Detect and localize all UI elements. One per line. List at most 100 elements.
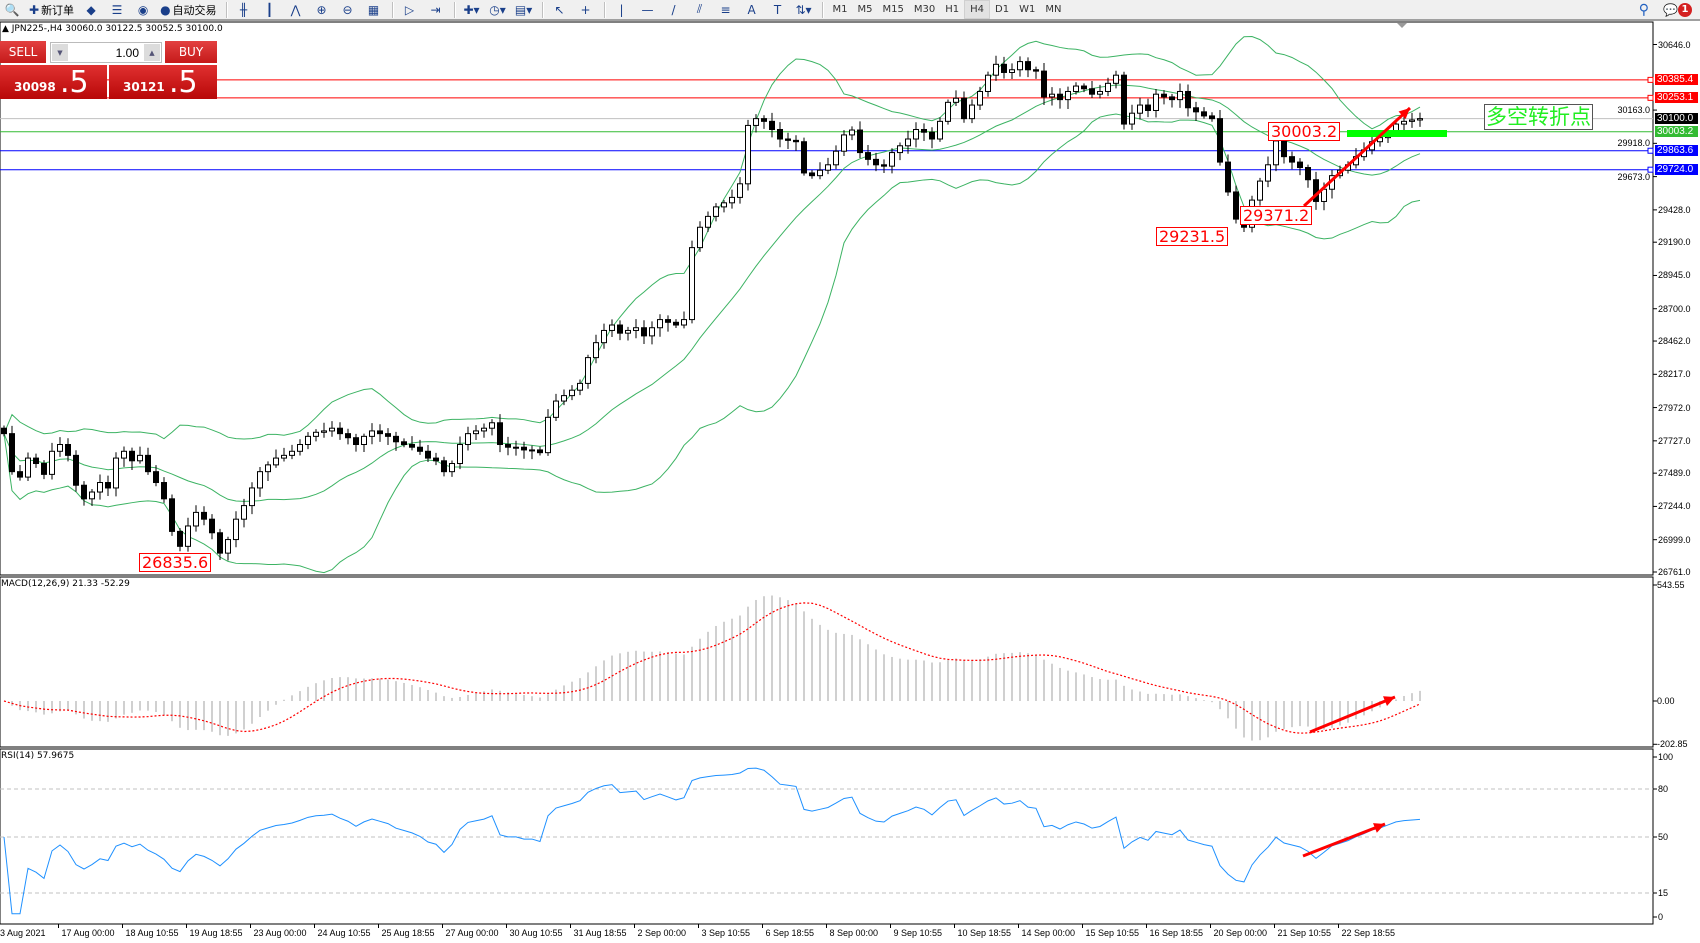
toolbar-button-label: 新订单 — [41, 3, 75, 17]
text-label-icon[interactable]: T — [773, 2, 782, 17]
cursor-icon[interactable]: ↖ — [554, 2, 565, 17]
price-axis-label: 28700.0 — [1658, 303, 1691, 314]
autoscroll-icon[interactable]: ▷ — [404, 2, 415, 17]
candle-body — [897, 145, 903, 154]
candle — [777, 122, 783, 148]
search-icon[interactable]: ⚲ — [1638, 1, 1650, 18]
timeframe-mn[interactable]: MN — [1045, 4, 1062, 15]
line-chart-icon[interactable]: ⋀ — [290, 2, 301, 17]
history-center-button[interactable]: ◆ — [79, 1, 103, 18]
candle-body — [1001, 63, 1007, 73]
lot-decrease-button[interactable]: ▼ — [52, 44, 68, 61]
high-label-30003[interactable]: 30003.2 — [1268, 122, 1341, 141]
candle — [441, 456, 447, 477]
timeframe-m15[interactable]: M15 — [882, 4, 904, 15]
low-label-29371[interactable]: 29371.2 — [1240, 206, 1313, 225]
time-axis-label: 3 Sep 10:55 — [701, 928, 751, 938]
candlestick-icon[interactable]: ┃ — [265, 2, 274, 17]
notifications-button[interactable]: 💬 1 — [1663, 2, 1692, 17]
equidistant-channel-icon[interactable]: ⫽ — [696, 2, 703, 16]
new-order-button[interactable]: ✚ 新订单 — [26, 1, 77, 18]
price-axis-label: 28945.0 — [1658, 270, 1691, 281]
timeframe-m1[interactable]: M1 — [832, 4, 848, 15]
fibonacci-icon[interactable]: ≡ — [720, 2, 731, 17]
price-axis-label: 28217.0 — [1658, 369, 1691, 380]
candle-body — [553, 400, 559, 418]
trend-arrow-price — [1302, 106, 1412, 208]
history-center-icon: ◆ — [86, 2, 96, 17]
chart-shift-icon[interactable]: ⇥ — [430, 2, 441, 17]
candle — [785, 132, 791, 150]
candles — [1, 55, 1423, 561]
candle-body — [1257, 180, 1263, 201]
tile-windows-icon[interactable]: ▦ — [367, 2, 380, 17]
zoom-in-icon[interactable]: ⊕ — [316, 2, 327, 17]
candle-body — [241, 505, 247, 520]
timeframe-w1[interactable]: W1 — [1019, 4, 1036, 15]
candle-body — [449, 463, 455, 473]
lot-increase-button[interactable]: ▲ — [144, 44, 160, 61]
toolbar-separator — [603, 1, 606, 18]
low-label-29231[interactable]: 29231.5 — [1156, 227, 1229, 246]
horizontal-line-icon[interactable]: — — [641, 2, 654, 17]
candle-body — [1009, 69, 1015, 73]
toolbar-separator — [391, 1, 394, 18]
timeframe-h4[interactable]: H4 — [964, 0, 991, 19]
candle-body — [609, 324, 615, 331]
market-watch-button[interactable]: ☰ — [105, 1, 129, 18]
candle — [25, 452, 31, 482]
one-click-trading-panel: SELL ▼ ▲ BUY 30098 .5 30121 .5 — [0, 41, 217, 99]
candle-body — [1113, 74, 1119, 84]
turning-point-label[interactable]: 多空转折点 — [1484, 104, 1593, 130]
price-tag: 29724.0 — [1655, 164, 1698, 176]
pivot-highlight-bar — [1347, 130, 1447, 137]
sell-price[interactable]: 30098 .5 — [0, 65, 107, 99]
zoom-button[interactable]: 🔍 — [0, 1, 24, 18]
candle-body — [217, 532, 223, 554]
candle-body — [593, 342, 599, 359]
indicators-icon[interactable]: ✚▾ — [463, 2, 480, 17]
candle — [9, 425, 15, 475]
candle — [905, 130, 911, 154]
candle — [513, 440, 519, 456]
templates-icon[interactable]: ▤▾ — [514, 2, 533, 17]
periods-icon[interactable]: ◷▾ — [489, 2, 506, 17]
crosshair-icon[interactable]: + — [580, 2, 591, 17]
candle-body — [313, 431, 319, 437]
arrows-icon[interactable]: ⇅▾ — [795, 2, 812, 17]
buy-price[interactable]: 30121 .5 — [109, 65, 217, 99]
sell-button[interactable]: SELL — [0, 41, 46, 63]
candle — [1257, 177, 1263, 206]
lot-size-input[interactable] — [71, 43, 139, 62]
candle-body — [1025, 61, 1031, 71]
trendline-icon[interactable]: / — [671, 2, 676, 17]
price-axis-label: 28462.0 — [1658, 336, 1691, 347]
candle — [73, 450, 79, 492]
candle — [121, 446, 127, 467]
timeframe-h1[interactable]: H1 — [945, 4, 960, 15]
time-axis-label: 6 Sep 18:55 — [765, 928, 815, 938]
candle-body — [425, 450, 431, 459]
buy-button[interactable]: BUY — [165, 41, 217, 63]
timeframe-d1[interactable]: D1 — [995, 4, 1010, 15]
candle — [1153, 89, 1159, 118]
text-icon[interactable]: A — [747, 2, 756, 17]
candle-body — [1105, 82, 1111, 92]
signals-button[interactable]: ◉ — [131, 1, 155, 18]
timeframe-m5[interactable]: M5 — [857, 4, 873, 15]
candle — [1049, 87, 1055, 106]
low-label-26835[interactable]: 26835.6 — [139, 553, 212, 572]
timeframe-m30[interactable]: M30 — [913, 4, 936, 15]
candle-body — [833, 150, 839, 166]
auto-trading-button[interactable]: ● 自动交易 — [157, 1, 219, 18]
candle-body — [169, 498, 175, 532]
vertical-line-icon[interactable]: | — [619, 2, 624, 17]
candle-body — [1273, 140, 1279, 166]
candle-body — [97, 482, 103, 493]
candle-body — [177, 530, 183, 547]
zoom-out-icon[interactable]: ⊖ — [342, 2, 353, 17]
time-axis-label: 9 Sep 10:55 — [893, 928, 943, 938]
rsi-axis-label: 0 — [1658, 912, 1664, 922]
bar-chart-icon[interactable]: ╫ — [239, 2, 248, 17]
